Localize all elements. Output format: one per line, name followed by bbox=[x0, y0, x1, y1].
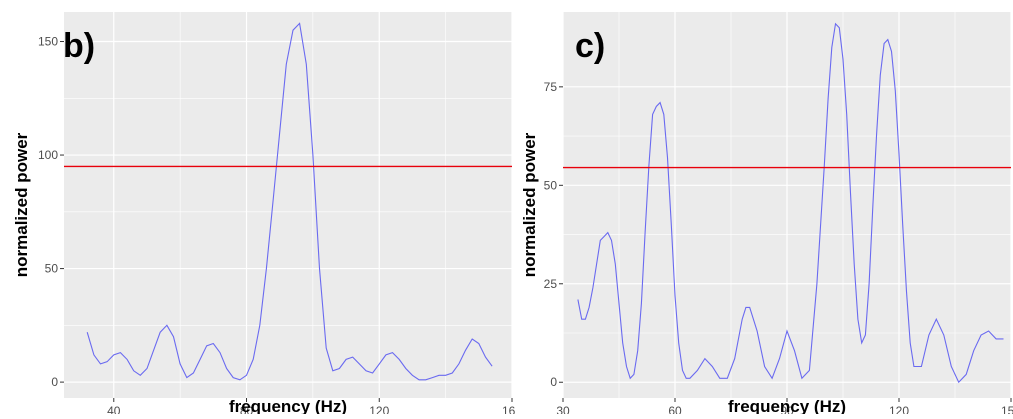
y-tick-label: 0 bbox=[550, 375, 557, 389]
y-axis-title: normalized power bbox=[520, 132, 539, 277]
chart-b-svg: 0501001504080120160frequency (Hz)normali… bbox=[12, 12, 522, 418]
y-axis-title: normalized power bbox=[12, 132, 31, 277]
x-tick-label: 40 bbox=[107, 404, 121, 414]
y-tick-label: 0 bbox=[51, 375, 58, 389]
y-tick-label: 100 bbox=[38, 148, 58, 162]
x-tick-label: 60 bbox=[668, 404, 682, 414]
x-tick-label: 150 bbox=[1001, 404, 1013, 414]
chart-c-svg: 0255075306090120150frequency (Hz)normali… bbox=[520, 12, 1013, 418]
x-tick-label: 120 bbox=[369, 404, 389, 414]
chart-b: 0501001504080120160frequency (Hz)normali… bbox=[12, 12, 522, 418]
panel-label: c) bbox=[575, 27, 605, 65]
power-series-line bbox=[86, 22, 493, 381]
x-tick-label: 120 bbox=[889, 404, 909, 414]
x-axis-title: frequency (Hz) bbox=[728, 397, 846, 414]
y-tick-label: 150 bbox=[38, 35, 58, 49]
panel-label: b) bbox=[63, 27, 95, 65]
y-tick-label: 75 bbox=[544, 80, 558, 94]
chart-c: 0255075306090120150frequency (Hz)normali… bbox=[515, 0, 1013, 418]
x-tick-label: 30 bbox=[556, 404, 570, 414]
y-tick-label: 50 bbox=[544, 178, 558, 192]
y-tick-label: 50 bbox=[45, 262, 59, 276]
y-tick-label: 25 bbox=[544, 277, 558, 291]
x-axis-title: frequency (Hz) bbox=[229, 397, 347, 414]
x-tick-label: 160 bbox=[502, 404, 515, 414]
plot-panel bbox=[64, 12, 512, 398]
power-series-line bbox=[577, 22, 1004, 384]
